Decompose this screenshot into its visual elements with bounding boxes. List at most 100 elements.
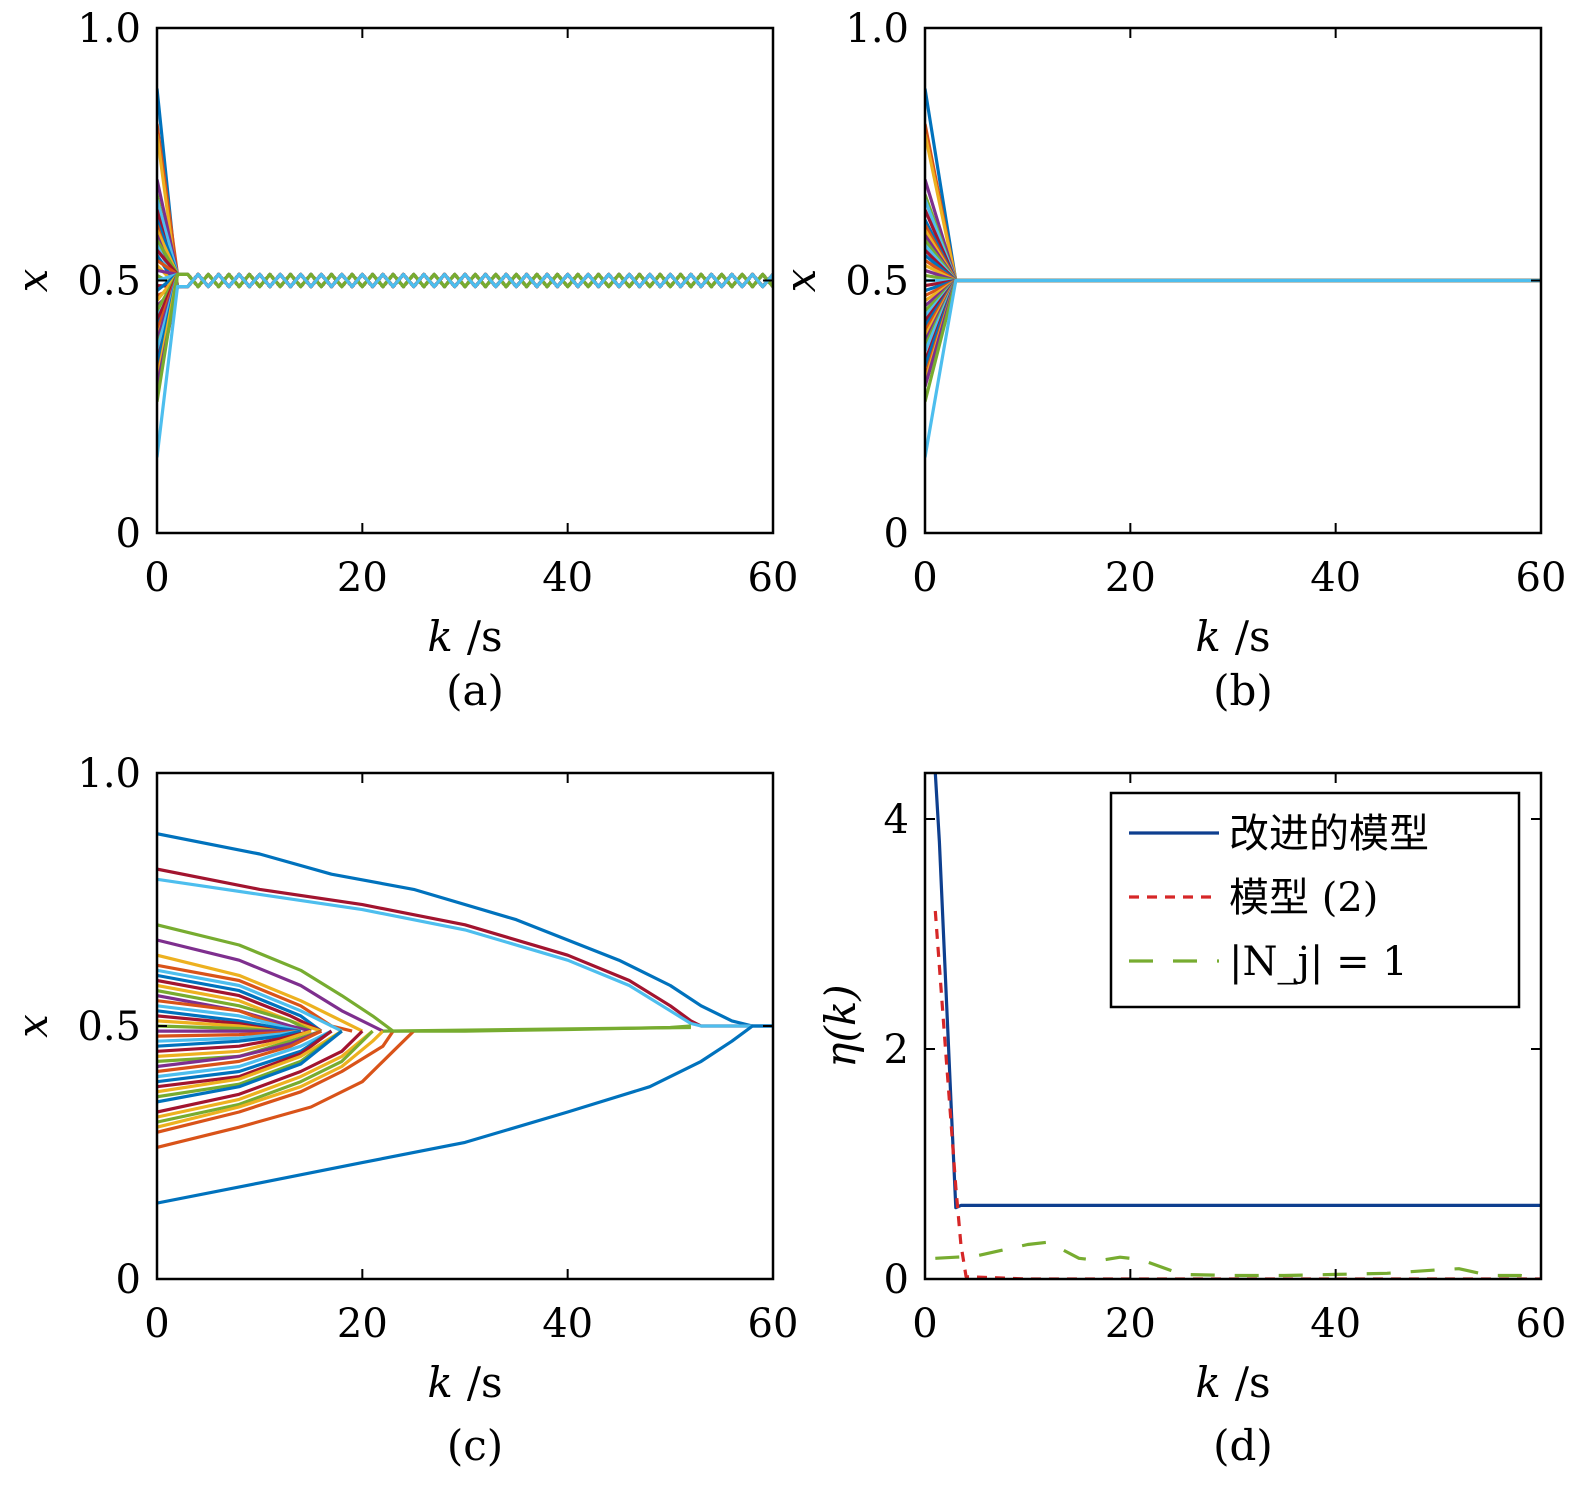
series-line <box>157 244 773 289</box>
series-line <box>157 832 773 1028</box>
series-line <box>925 179 1541 283</box>
panel-caption: (c) <box>447 1421 503 1470</box>
series-line <box>157 1029 374 1119</box>
x-axis-label: k/s <box>427 1358 502 1407</box>
panel-b-chart: 0 20 40 60 0 0.5 1.0 k/s x (b) <box>776 6 1566 715</box>
series-line <box>925 194 1541 283</box>
series-line <box>925 263 1541 283</box>
series-line <box>157 1029 302 1048</box>
series-line <box>925 278 1541 362</box>
y-tick-label: 0.5 <box>845 259 909 305</box>
data-layer <box>157 88 773 458</box>
x-axis-label: k/s <box>427 612 502 661</box>
series-line <box>157 1030 395 1134</box>
series-line <box>157 1029 333 1079</box>
series-line <box>925 278 1541 347</box>
series-line <box>925 209 1541 283</box>
series-line <box>925 234 1541 283</box>
x-tick-label: 60 <box>748 555 799 601</box>
series-line <box>157 272 773 402</box>
series-line <box>157 1029 343 1094</box>
series-line <box>157 133 773 289</box>
y-axis-label: x <box>8 268 57 292</box>
series-line <box>157 1029 323 1074</box>
x-tick-label: 60 <box>748 1301 799 1347</box>
series-line <box>925 123 1541 283</box>
data-layer <box>157 832 773 1205</box>
series-line <box>925 278 1541 312</box>
data-layer <box>933 773 1541 1279</box>
series-line <box>157 272 773 322</box>
y-tick-label: 2 <box>884 1027 909 1073</box>
x-tick-label: 0 <box>912 1301 937 1347</box>
y-tick-label: 0 <box>884 511 909 557</box>
y-tick-label: 0 <box>116 511 141 557</box>
series-line <box>925 88 1541 283</box>
series-line <box>925 249 1541 283</box>
series-line <box>157 272 773 382</box>
series-line <box>157 1029 333 1089</box>
y-tick-label: 0.5 <box>77 259 141 305</box>
legend-box <box>1109 791 1521 1009</box>
series-line <box>157 973 323 1033</box>
x-tick-label: 0 <box>144 555 169 601</box>
series-line <box>925 278 1541 332</box>
series-line <box>925 278 1541 342</box>
legend-label: 模型 (2) <box>1229 875 1378 921</box>
series-line <box>925 278 1541 298</box>
series-line <box>157 1024 773 1205</box>
series-line <box>925 133 1541 283</box>
y-tick-label: 0 <box>884 1257 909 1303</box>
series-line <box>933 773 1541 1210</box>
series-line <box>157 272 773 387</box>
series-line <box>157 272 773 317</box>
x-axis-label: k/s <box>1195 1358 1270 1407</box>
y-axis-label: x <box>8 1014 57 1038</box>
series-line <box>925 278 1541 403</box>
series-line <box>925 278 1541 327</box>
series-line <box>925 278 1541 317</box>
legend-label: 改进的模型 <box>1229 811 1429 857</box>
series-line <box>157 953 364 1033</box>
y-tick-label: 1.0 <box>845 6 909 52</box>
series-line <box>157 938 384 1033</box>
series-line <box>157 234 773 289</box>
series-line <box>157 1029 385 1129</box>
x-tick-label: 20 <box>337 555 388 601</box>
series-line <box>157 224 773 289</box>
series-line <box>925 278 1541 303</box>
y-axis-label: x <box>776 268 825 292</box>
x-tick-label: 20 <box>1105 1301 1156 1347</box>
series-line <box>925 239 1541 283</box>
series-line <box>157 877 753 1028</box>
series-line <box>157 272 773 458</box>
axes-frame <box>923 771 1543 1281</box>
y-tick-label: 0.5 <box>77 1004 141 1050</box>
series-line <box>157 272 773 337</box>
series-line <box>157 272 773 307</box>
y-tick-label: 1.0 <box>77 6 141 52</box>
series-line <box>925 278 1541 388</box>
series-line <box>157 1029 374 1124</box>
x-axis-label: k/s <box>1195 612 1270 661</box>
series-line <box>157 239 773 289</box>
series-line <box>925 278 1541 367</box>
series-line <box>925 278 1541 377</box>
series-line <box>157 994 312 1033</box>
series-line <box>925 229 1541 283</box>
x-tick-label: 0 <box>912 555 937 601</box>
series-line <box>925 278 1541 308</box>
series-line <box>157 1029 364 1114</box>
series-line <box>925 254 1541 283</box>
series-line <box>925 258 1541 283</box>
series-line <box>157 88 773 289</box>
series-line <box>157 254 773 289</box>
series-line <box>157 272 773 312</box>
x-tick-label: 60 <box>1516 1301 1567 1347</box>
series-line <box>157 123 773 289</box>
panel-caption: (a) <box>446 666 504 715</box>
x-tick-label: 20 <box>1105 555 1156 601</box>
series-line <box>935 1240 1541 1279</box>
